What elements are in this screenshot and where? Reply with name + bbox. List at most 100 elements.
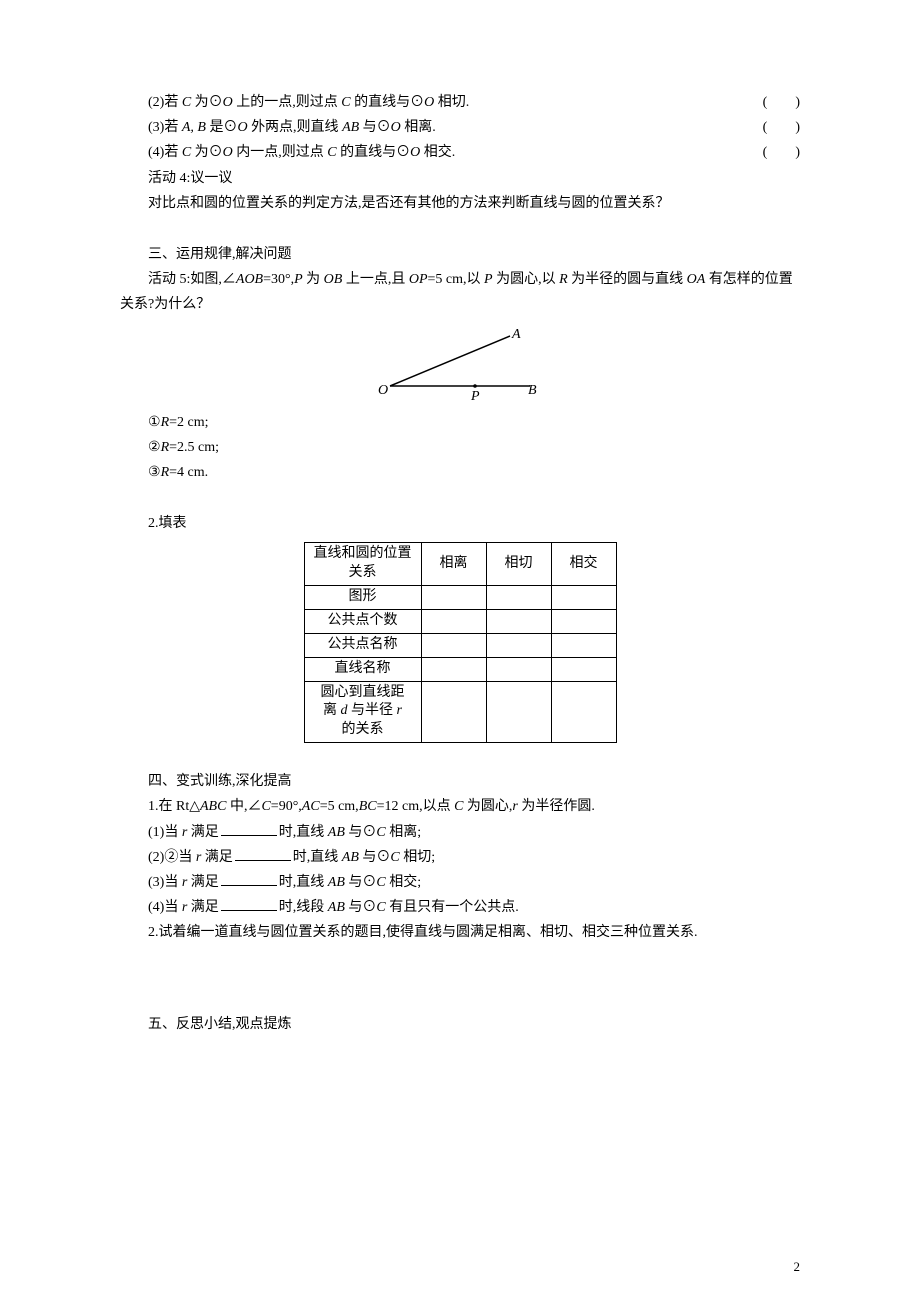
table-cell (421, 633, 486, 657)
label-o: O (378, 383, 388, 398)
var: C (376, 900, 385, 915)
var: AOB (236, 272, 263, 287)
text: 与⊙ (345, 900, 377, 915)
text: 时,直线 (279, 875, 328, 890)
text: 的直线与⊙ (351, 95, 425, 110)
table-header: 公共点个数 (304, 609, 421, 633)
var: AB (342, 120, 359, 135)
text: 满足 (187, 825, 219, 840)
table-cell: 相交 (551, 543, 616, 586)
section5-heading: 五、反思小结,观点提炼 (120, 1012, 800, 1037)
text: 的直线与⊙ (337, 145, 411, 160)
var: C (390, 850, 399, 865)
judgment-text: (2)若 C 为⊙O 上的一点,则过点 C 的直线与⊙O 相切. (120, 90, 469, 115)
text: =5 cm,以 (428, 272, 485, 287)
text: 相交. (420, 145, 455, 160)
var: OB (324, 272, 343, 287)
fill-blank (221, 821, 277, 836)
judgment-item: (4)若 C 为⊙O 内一点,则过点 C 的直线与⊙O 相交. ( ) (120, 140, 800, 165)
circled-num: ③ (148, 465, 161, 480)
page-number: 2 (794, 1255, 801, 1278)
text: 为半径的圆与直线 (568, 272, 687, 287)
activity5-text: 活动 5:如图,∠AOB=30°,P 为 OB 上一点,且 OP=5 cm,以 … (120, 267, 800, 317)
var: AC (302, 799, 320, 814)
text: 与⊙ (345, 875, 377, 890)
table-header: 直线和圆的位置关系 (304, 543, 421, 586)
q1-text: 1.在 Rt△ABC 中,∠C=90°,AC=5 cm,BC=12 cm,以点 … (120, 794, 800, 819)
var: BC (359, 799, 377, 814)
var: ABC (200, 799, 226, 814)
var: AB (342, 850, 359, 865)
text: 与⊙ (359, 850, 391, 865)
text: =4 cm. (169, 465, 208, 480)
table-header: 圆心到直线距 离 d 与半径 r 的关系 (304, 681, 421, 743)
table-row: 圆心到直线距 离 d 与半径 r 的关系 (304, 681, 616, 743)
point-p (473, 384, 477, 388)
text: (4)若 (148, 145, 182, 160)
judgment-item: (2)若 C 为⊙O 上的一点,则过点 C 的直线与⊙O 相切. ( ) (120, 90, 800, 115)
var: O (424, 95, 434, 110)
table-cell (486, 586, 551, 610)
judgment-text: (4)若 C 为⊙O 内一点,则过点 C 的直线与⊙O 相交. (120, 140, 455, 165)
var: O (391, 120, 401, 135)
text: 相离; (386, 825, 421, 840)
text: 相切; (400, 850, 435, 865)
text: 相切. (434, 95, 469, 110)
text: =30°, (263, 272, 294, 287)
text: 有且只有一个公共点. (386, 900, 519, 915)
table-cell (421, 609, 486, 633)
text: 为⊙ (191, 145, 223, 160)
text: 时,线段 (279, 900, 328, 915)
text: 离 (323, 703, 341, 718)
table-header: 直线名称 (304, 657, 421, 681)
label-p: P (470, 389, 480, 404)
text: =12 cm,以点 (377, 799, 455, 814)
text: 时,直线 (293, 850, 342, 865)
table-cell (551, 609, 616, 633)
table-cell (421, 681, 486, 743)
fill-title: 2.填表 (120, 511, 800, 536)
text: (4)当 (148, 900, 182, 915)
table-cell (551, 586, 616, 610)
var: R (161, 440, 170, 455)
var: C (376, 875, 385, 890)
text: 与⊙ (359, 120, 391, 135)
judgment-text: (3)若 A, B 是⊙O 外两点,则直线 AB 与⊙O 相离. (120, 115, 436, 140)
text: 的关系 (342, 722, 384, 737)
table-cell (486, 657, 551, 681)
paren-blank: ( ) (763, 115, 800, 140)
var: O (223, 95, 233, 110)
text: 为⊙ (191, 95, 223, 110)
text: 中,∠ (226, 799, 261, 814)
table-cell: 相离 (421, 543, 486, 586)
table-cell (551, 657, 616, 681)
text: 相交; (386, 875, 421, 890)
text: (1)当 (148, 825, 182, 840)
text: (2)若 (148, 95, 182, 110)
var: AB (328, 875, 345, 890)
text: (3)若 (148, 120, 182, 135)
page-container: (2)若 C 为⊙O 上的一点,则过点 C 的直线与⊙O 相切. ( ) (3)… (0, 0, 920, 1302)
q1-sub: (2)②当 r 满足时,直线 AB 与⊙C 相切; (120, 845, 800, 870)
var: O (223, 145, 233, 160)
var: P (294, 272, 303, 287)
q1-sub: (1)当 r 满足时,直线 AB 与⊙C 相离; (120, 820, 800, 845)
text: 内一点,则过点 (233, 145, 328, 160)
var: O (410, 145, 420, 160)
table-cell (486, 681, 551, 743)
text: =2.5 cm; (169, 440, 219, 455)
text: (3)当 (148, 875, 182, 890)
section3-heading: 三、运用规律,解决问题 (120, 242, 800, 267)
table-cell: 相切 (486, 543, 551, 586)
circled-num: ① (148, 415, 161, 430)
text: 满足 (187, 900, 219, 915)
var: d (341, 703, 348, 718)
var: OP (409, 272, 428, 287)
text: 为圆心, (463, 799, 512, 814)
option-item: ②R=2.5 cm; (120, 435, 800, 460)
circled-num: ② (148, 440, 161, 455)
text: (2)②当 (148, 850, 196, 865)
var: O (237, 120, 247, 135)
table-row: 直线和圆的位置关系 相离 相切 相交 (304, 543, 616, 586)
var: C (376, 825, 385, 840)
